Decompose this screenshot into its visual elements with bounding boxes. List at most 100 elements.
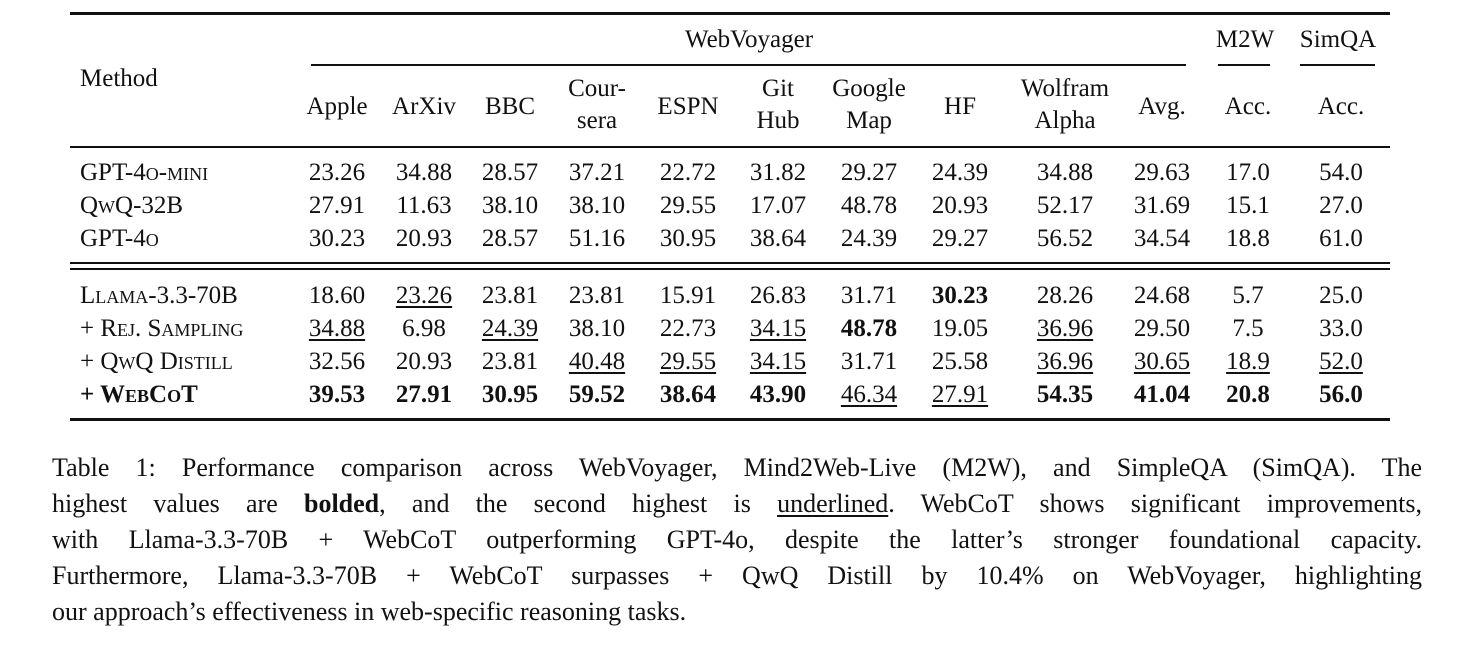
method-name: + Rej. Sampling [80,315,244,342]
table-cell: 22.73 [659,315,717,342]
table-cell: 17.07 [749,192,807,219]
table-cell: 27.91 [308,192,366,219]
table-cell: 46.34 [840,381,898,408]
table-cell: 40.48 [568,348,626,375]
column-header-line2: sera [576,107,618,134]
table-cell: 29.27 [840,159,898,186]
caption-line-2: highest values are bolded, and the secon… [52,486,1422,522]
table-cell: 34.15 [749,315,807,342]
column-header: Acc. [1317,93,1365,120]
double-rule-bottom [70,268,1390,270]
caption-underlined-word: underlined [777,489,889,518]
table-cell: 20.8 [1226,381,1270,408]
table-cell: 39.53 [308,381,366,408]
table-cell: 43.90 [749,381,807,408]
table-cell: 7.5 [1232,315,1264,342]
table-cell: 11.63 [396,192,452,219]
table-cell: 23.81 [568,282,626,309]
caption-line-3: with Llama-3.3-70B + WebCoT outperformin… [52,525,1422,554]
method-name: + QwQ Distill [80,348,233,375]
column-header-line2: Map [846,107,892,134]
table-cell: 34.15 [749,348,807,375]
table-cell: 27.0 [1319,192,1363,219]
table-cell: 48.78 [840,315,898,342]
table-cell: 18.8 [1226,225,1270,252]
table-cell: 54.0 [1319,159,1363,186]
table-cell: 33.0 [1319,315,1363,342]
group-header-webvoyager: WebVoyager [684,26,814,53]
table-cell: 59.52 [568,381,626,408]
caption-bold-word: bolded [304,489,380,518]
table-cell: 28.57 [481,225,539,252]
table-cell: 25.58 [931,348,989,375]
table-cell: 36.96 [1036,315,1094,342]
table-cell: 28.57 [481,159,539,186]
table-cell: 29.50 [1133,315,1191,342]
table-cell: 19.05 [931,315,989,342]
table-cell: 38.10 [568,315,626,342]
column-header: Git [762,75,794,102]
table-cell: 61.0 [1319,225,1363,252]
column-header: ESPN [657,93,719,120]
table-cell: 56.0 [1319,381,1363,408]
table-cell: 20.93 [395,225,453,252]
table-cell: 27.91 [931,381,989,408]
column-header: Cour- [568,75,626,102]
double-rule-top [70,262,1390,264]
column-header-line2: Hub [756,107,800,134]
table-cell: 23.81 [481,282,539,309]
table-cell: 24.39 [481,315,539,342]
caption-text: highest values are [52,489,304,518]
table-cell: 38.10 [481,192,539,219]
caption-text: , and the second highest is [379,489,778,518]
table-cell: 29.63 [1133,159,1191,186]
table-cell: 31.71 [840,348,898,375]
table-cell: 15.91 [659,282,717,309]
table-cell: 38.10 [568,192,626,219]
caption-line-4: Furthermore, Llama-3.3-70B + WebCoT surp… [52,561,1422,590]
method-name: QwQ-32B [80,192,184,219]
method-name: Llama-3.3-70B [80,282,238,309]
table-cell: 29.55 [659,348,717,375]
table-cell: 32.56 [308,348,366,375]
table-cell: 20.93 [395,348,453,375]
table-cell: 23.26 [395,282,453,309]
table-cell: 28.26 [1036,282,1094,309]
caption-line-1: Table 1: Performance comparison across W… [52,453,1422,482]
column-header: Wolfram [1020,75,1110,102]
table-cell: 30.95 [481,381,539,408]
table-cell: 34.88 [308,315,366,342]
table-cell: 56.52 [1036,225,1094,252]
table-cell: 6.98 [402,315,446,342]
table-cell: 52.17 [1036,192,1094,219]
table-cell: 18.60 [308,282,366,309]
table-cell: 30.23 [308,225,366,252]
table-caption: Table 1: Performance comparison across W… [52,450,1422,630]
table-cell: 24.68 [1133,282,1191,309]
method-name: + WebCoT [80,381,198,408]
header-rule [70,146,1390,148]
webvoyager-underline [311,64,1186,66]
table-cell: 31.82 [749,159,807,186]
table-cell: 34.88 [395,159,453,186]
table-cell: 26.83 [749,282,807,309]
column-header-line2: Alpha [1034,107,1096,134]
table-cell: 48.78 [840,192,898,219]
table-cell: 36.96 [1036,348,1094,375]
table-cell: 31.71 [840,282,898,309]
caption-line-5: our approach’s effectiveness in web-spec… [52,597,687,626]
table-cell: 27.91 [395,381,453,408]
table-cell: 23.81 [481,348,539,375]
table-cell: 34.54 [1133,225,1191,252]
table-cell: 24.39 [840,225,898,252]
column-header: Acc. [1224,93,1272,120]
table-cell: 5.7 [1232,282,1264,309]
column-header: BBC [484,93,536,120]
table-cell: 30.65 [1133,348,1191,375]
table-cell: 29.27 [931,225,989,252]
table-cell: 54.35 [1036,381,1094,408]
method-name: GPT-4o [80,225,159,252]
table-cell: 15.1 [1226,192,1270,219]
group-header-simqa: SimQA [1299,26,1377,53]
method-name: GPT-4o-mini [80,159,209,186]
